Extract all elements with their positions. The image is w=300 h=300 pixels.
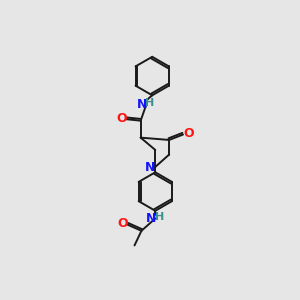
Text: O: O <box>183 127 194 140</box>
Text: H: H <box>154 212 164 222</box>
Text: N: N <box>137 98 147 111</box>
Text: O: O <box>116 112 127 125</box>
Text: O: O <box>118 218 128 230</box>
Text: N: N <box>145 161 155 174</box>
Text: N: N <box>146 212 157 225</box>
Text: H: H <box>145 98 154 108</box>
